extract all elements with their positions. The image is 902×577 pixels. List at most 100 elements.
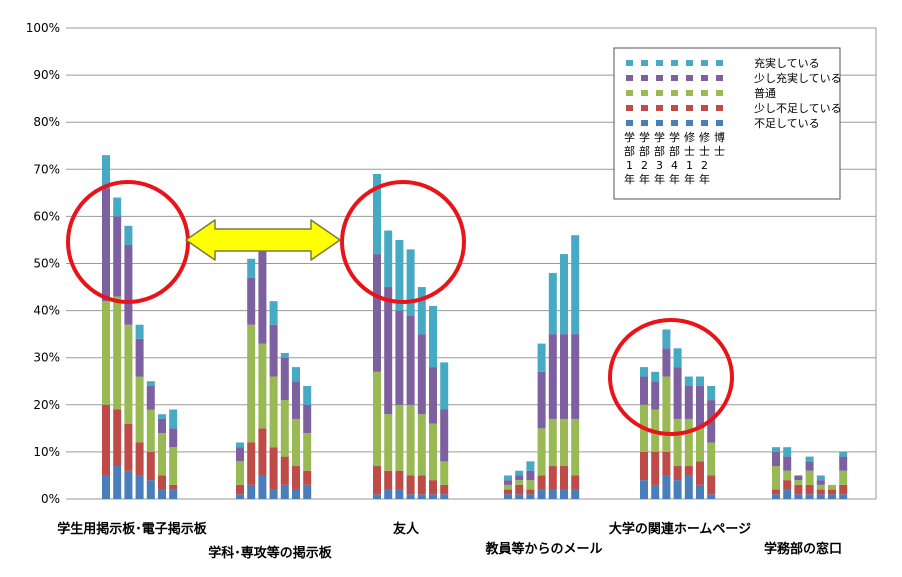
legend-swatch xyxy=(671,60,678,66)
bar-segment xyxy=(429,494,437,499)
bar-segment xyxy=(247,442,256,485)
bar-segment xyxy=(440,409,449,462)
y-tick-label: 100% xyxy=(26,21,60,35)
bar-segment xyxy=(440,484,449,495)
bar-segment xyxy=(537,428,546,476)
bar-segment xyxy=(124,324,133,424)
legend-year-label: 1 xyxy=(686,159,693,172)
bar-segment xyxy=(640,480,648,499)
bar-segment xyxy=(373,254,381,372)
legend-swatch xyxy=(626,105,633,111)
bar-segment xyxy=(124,244,133,325)
bar-segment xyxy=(548,489,557,499)
bar-segment xyxy=(303,433,312,471)
bar-segment xyxy=(406,404,415,476)
bar-segment xyxy=(651,381,660,410)
bar-segment xyxy=(146,451,155,481)
bar-segment xyxy=(236,461,244,485)
bar-segment xyxy=(247,277,256,325)
bar-segment xyxy=(113,216,122,297)
bar-segment xyxy=(373,371,381,467)
legend-swatch xyxy=(716,120,723,126)
legend-year-label: 年 xyxy=(684,172,695,186)
legend-swatch xyxy=(701,105,708,111)
bar-segment xyxy=(406,475,415,495)
bar-segment xyxy=(684,475,693,499)
y-axis-ticks: 0% 10% 20% 30% 40% 50% 60% 70% 80% 90% 100% xyxy=(26,21,60,506)
bar-segment xyxy=(373,466,381,495)
bar-segment xyxy=(406,249,415,316)
bar-segment xyxy=(640,376,648,405)
legend-year-label: 学 xyxy=(624,130,635,144)
bar-segment xyxy=(429,305,437,368)
bars xyxy=(102,155,848,499)
bar-segment xyxy=(816,494,825,499)
y-tick-label: 40% xyxy=(33,304,60,318)
y-tick-label: 70% xyxy=(33,162,60,176)
legend-year-label: 年 xyxy=(669,172,680,186)
legend-swatch xyxy=(626,90,633,96)
bar-segment xyxy=(526,480,535,490)
bar-segment xyxy=(158,418,166,434)
bar-segment xyxy=(102,404,110,476)
legend-swatch xyxy=(641,105,648,111)
bar-segment xyxy=(707,494,716,499)
bar-segment xyxy=(247,324,256,443)
bar-segment xyxy=(828,484,836,490)
legend-swatch xyxy=(671,90,678,96)
bar-segment xyxy=(772,489,780,495)
bar-segment xyxy=(102,301,110,405)
bar-segment xyxy=(537,475,546,490)
bar-segment xyxy=(515,484,524,495)
bar-segment xyxy=(772,447,780,452)
bar-segment xyxy=(384,489,393,499)
bar-segment xyxy=(673,466,682,481)
bar-segment xyxy=(560,418,568,467)
double-arrow xyxy=(185,219,341,261)
bar-segment xyxy=(303,470,312,485)
legend-year-label: 学 xyxy=(654,130,665,144)
bar-segment xyxy=(662,376,671,452)
legend-swatch xyxy=(701,90,708,96)
legend-label: 少し充実している xyxy=(754,71,842,85)
legend-year-label: 3 xyxy=(656,159,663,172)
bar-segment xyxy=(236,447,244,462)
bar-segment xyxy=(292,367,300,382)
bar-segment xyxy=(280,357,289,401)
bar-segment xyxy=(662,348,671,377)
bar-segment xyxy=(783,470,792,481)
bar-segment xyxy=(515,480,524,485)
bar-segment xyxy=(794,480,803,485)
legend-year-label: 部 xyxy=(639,144,650,158)
bar-segment xyxy=(429,367,437,424)
bar-segment xyxy=(504,480,512,485)
category-label: 友人 xyxy=(393,521,420,537)
bar-segment xyxy=(269,301,278,325)
legend-year-label: 修 xyxy=(684,130,695,144)
bar-segment xyxy=(258,428,267,476)
bar-segment xyxy=(783,489,792,499)
bar-segment xyxy=(783,447,792,457)
bar-segment xyxy=(816,480,825,485)
y-tick-label: 0% xyxy=(41,492,60,506)
bar-segment xyxy=(526,470,535,481)
bar-segment xyxy=(839,494,848,499)
legend-swatch xyxy=(716,60,723,66)
legend-year-label: 2 xyxy=(641,159,648,172)
bar-segment xyxy=(146,480,155,499)
legend-swatch xyxy=(686,120,693,126)
bar-segment xyxy=(515,470,524,476)
legend-year-label: 士 xyxy=(714,145,725,158)
bar-segment xyxy=(113,296,122,410)
bar-segment xyxy=(537,343,546,372)
bar-segment xyxy=(373,174,381,255)
bar-segment xyxy=(124,225,133,245)
bar-segment xyxy=(504,475,512,481)
category-label: 学務部の窓口 xyxy=(764,541,842,557)
legend-year-label: 部 xyxy=(624,144,635,158)
legend-swatch xyxy=(671,120,678,126)
bar-segment xyxy=(135,376,144,443)
legend-swatch xyxy=(686,75,693,81)
bar-segment xyxy=(135,338,144,377)
bar-segment xyxy=(292,418,300,467)
